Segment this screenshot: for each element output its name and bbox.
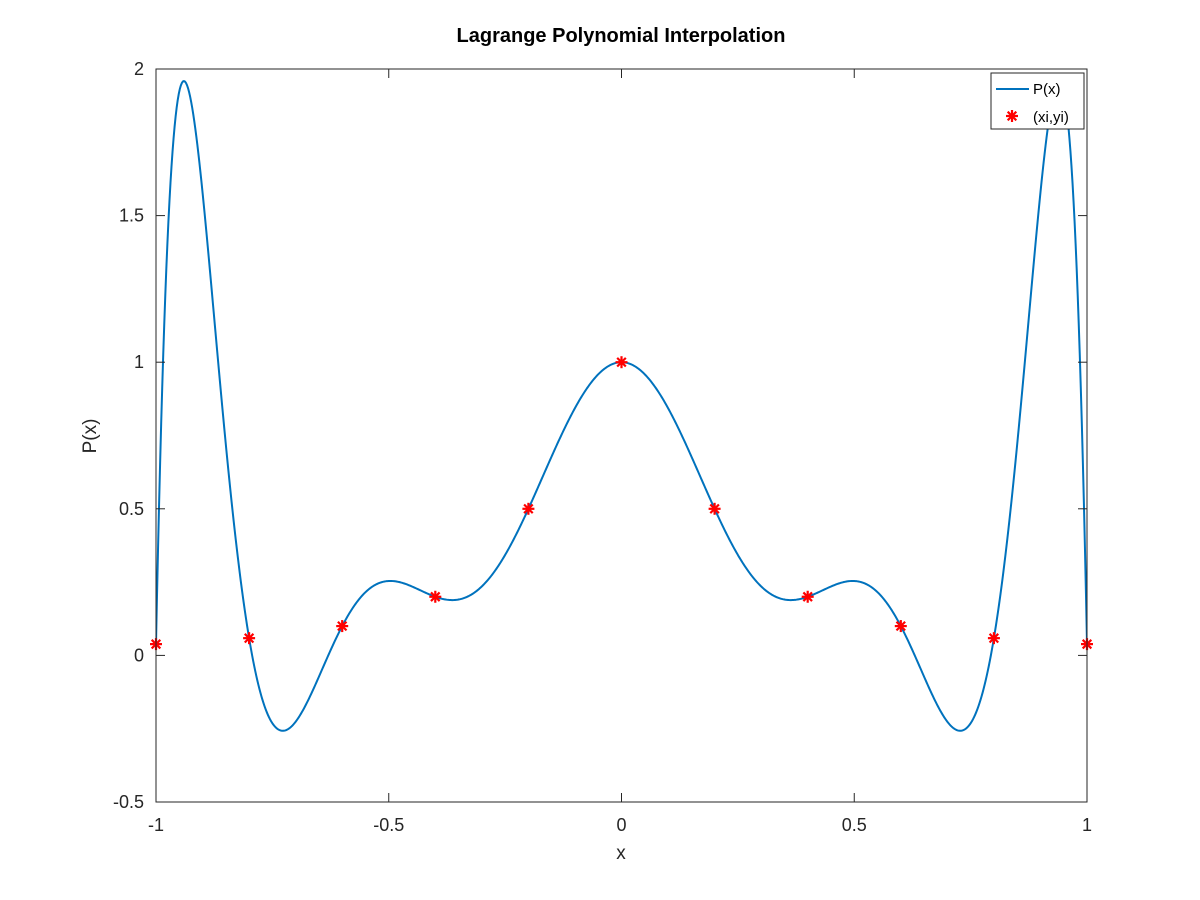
legend-label-curve: P(x): [1033, 81, 1061, 98]
data-point-marker: [336, 620, 349, 633]
x-tick-label: 1: [1082, 815, 1092, 835]
plot-area: [156, 69, 1087, 802]
legend-marker-sample: [1006, 110, 1018, 122]
x-tick-label: -0.5: [373, 815, 404, 835]
marker-layer: [150, 356, 1093, 651]
data-point-marker: [615, 356, 628, 369]
chart-title: Lagrange Polynomial Interpolation: [457, 25, 786, 47]
y-axis-label: P(x): [80, 419, 101, 454]
x-axis-label: x: [616, 843, 626, 864]
data-point-marker: [894, 620, 907, 633]
legend-label-points: (xi,yi): [1033, 109, 1069, 126]
data-point-marker: [708, 502, 721, 515]
x-tick-label: -1: [148, 815, 164, 835]
y-tick-label: 2: [134, 59, 144, 79]
y-tick-label: -0.5: [113, 792, 144, 812]
y-tick-label: 0.5: [119, 499, 144, 519]
data-point-marker: [429, 590, 442, 603]
data-point-marker: [522, 502, 535, 515]
y-axis-ticks: -0.5 0 0.5 1 1.5 2: [113, 59, 1087, 812]
data-point-marker: [801, 590, 814, 603]
data-point-marker: [987, 632, 1000, 645]
data-point-marker: [243, 632, 256, 645]
y-tick-label: 1.5: [119, 206, 144, 226]
y-tick-label: 1: [134, 352, 144, 372]
x-axis-ticks: -1 -0.5 0 0.5 1: [148, 69, 1092, 835]
x-tick-label: 0: [616, 815, 626, 835]
legend-asterisk-icon: [1006, 110, 1018, 122]
y-tick-label: 0: [134, 645, 144, 665]
legend: P(x) (xi,yi): [990, 72, 1085, 130]
x-tick-label: 0.5: [842, 815, 867, 835]
legend-box: [990, 72, 1085, 130]
